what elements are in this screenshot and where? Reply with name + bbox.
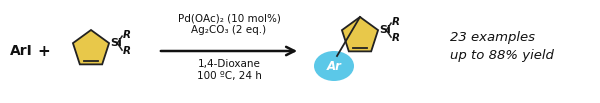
Text: +: + (38, 43, 50, 59)
Text: R: R (123, 46, 131, 56)
Ellipse shape (314, 51, 354, 81)
Text: Ag₂CO₃ (2 eq.): Ag₂CO₃ (2 eq.) (191, 25, 266, 35)
Text: R: R (392, 33, 400, 43)
Polygon shape (342, 17, 378, 51)
Text: ArI: ArI (10, 44, 33, 58)
Polygon shape (73, 30, 109, 64)
Text: 23 examples: 23 examples (450, 30, 535, 43)
Text: 100 ºC, 24 h: 100 ºC, 24 h (197, 71, 262, 81)
Text: Si: Si (379, 25, 391, 35)
Text: up to 88% yield: up to 88% yield (450, 49, 554, 61)
Text: R: R (123, 30, 131, 40)
Text: R: R (392, 17, 400, 27)
Text: Si: Si (110, 38, 122, 48)
Text: 1,4-Dioxane: 1,4-Dioxane (197, 59, 260, 69)
Text: Ar: Ar (326, 60, 341, 73)
Text: Pd(OAc)₂ (10 mol%): Pd(OAc)₂ (10 mol%) (178, 13, 280, 23)
